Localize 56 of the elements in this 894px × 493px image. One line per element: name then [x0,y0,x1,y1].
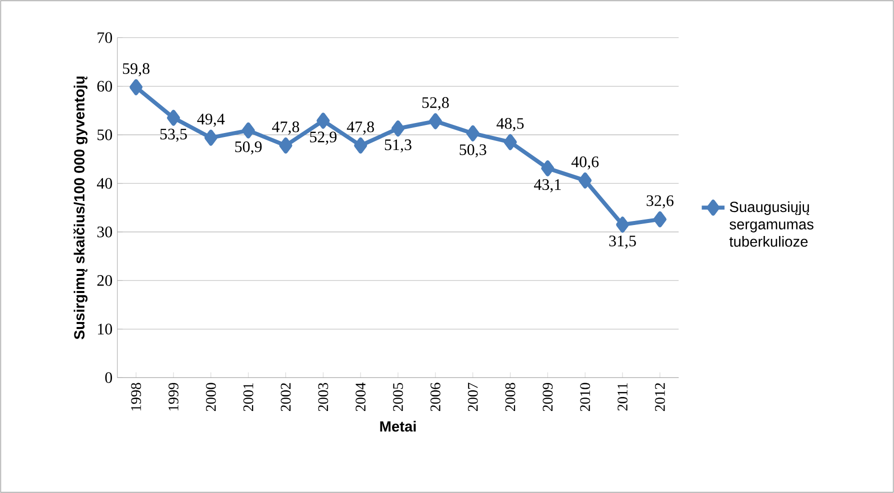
y-tick-label: 30 [97,226,112,238]
legend-label: Suaugusiųjų sergamumas tuberkulioze [729,201,814,247]
x-tick-label: 2000 [206,382,216,412]
x-tick-label: 2005 [393,382,403,412]
data-label: 52,9 [310,132,336,145]
x-tick-label: 2012 [655,383,665,412]
x-tick-label: 2009 [542,382,553,412]
data-label: 50,9 [235,141,262,154]
y-tick-label: 70 [98,32,112,44]
point [616,216,630,233]
y-axis-title: Susirgimų skaičius/100 000 gyventojų [73,76,88,340]
point [541,160,554,176]
data-label: 32,6 [646,195,674,208]
point [578,172,592,188]
y-tick-label: 10 [98,324,112,334]
x-tick-label: 2004 [356,382,366,412]
data-label: 47,8 [346,121,374,135]
y-tick-label: 40 [96,178,112,189]
point [316,112,330,129]
data-label: 31,5 [609,236,636,249]
x-tick-label: 2011 [618,383,628,411]
point [354,137,368,154]
x-tick-label: 2002 [280,383,291,412]
data-label: 52,8 [422,97,449,110]
y-tick-label: 0 [105,372,112,384]
point [466,125,480,142]
data-label: 48,5 [496,118,524,132]
point [428,113,442,130]
y-tick-label: 60 [97,80,112,92]
x-tick-label: 2010 [580,382,590,412]
y-tick-label: 20 [97,275,112,286]
data-label: 47,8 [272,121,300,135]
point [242,122,255,138]
point [166,110,180,126]
point [279,137,292,154]
data-label: 50,3 [460,144,486,158]
data-label: 53,5 [160,128,187,142]
x-tick-label: 2006 [430,382,440,412]
point [392,120,404,136]
x-tick-label: 1999 [168,382,178,410]
data-label: 40,6 [571,156,599,170]
data-label: 49,4 [197,114,225,127]
x-tick-label: 2007 [468,382,478,412]
point [504,134,517,150]
data-label: 43,1 [534,179,561,192]
x-tick-label: 2003 [318,382,328,412]
point [653,211,666,228]
x-tick-label: 2008 [505,382,516,412]
y-tick-label: 50 [98,129,112,140]
data-label: 59,8 [122,63,150,76]
point [130,79,143,96]
data-label: 51,3 [384,139,412,152]
x-tick-label: 1998 [131,382,142,410]
x-axis-title: Metai [380,420,416,432]
point [204,130,218,146]
x-tick-label: 2001 [243,383,254,412]
